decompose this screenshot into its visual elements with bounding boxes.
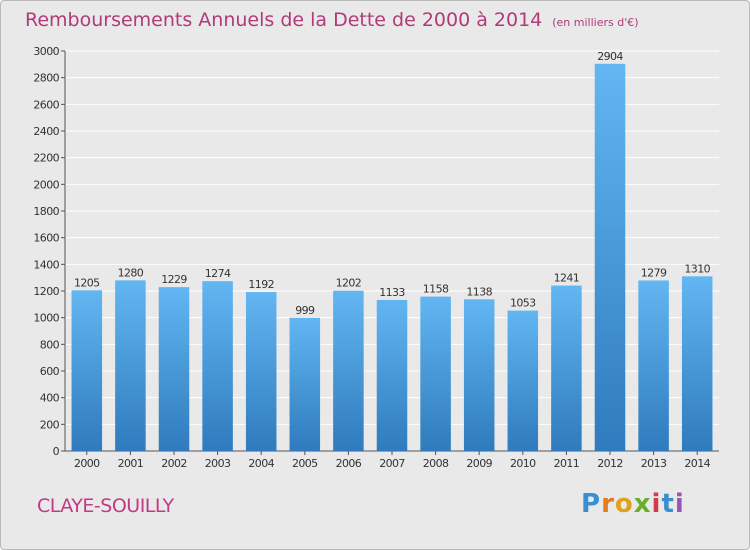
y-tick-label: 2000 [33, 178, 59, 191]
x-tick-label: 2003 [205, 457, 231, 470]
bar [594, 63, 626, 452]
bar-value-label: 1202 [336, 277, 362, 290]
bar-value-label: 1279 [641, 266, 667, 279]
bar-value-label: 1205 [74, 276, 100, 289]
y-tick-label: 2400 [33, 125, 59, 138]
x-tick-label: 2012 [597, 457, 623, 470]
x-tick-label: 2007 [379, 457, 405, 470]
bar [202, 281, 233, 451]
logo-letter: o [614, 489, 634, 519]
bar-value-label: 1241 [554, 272, 580, 285]
chart-title: Remboursements Annuels de la Dette de 20… [25, 9, 639, 31]
bar [289, 317, 321, 451]
bar-value-label: 1192 [248, 278, 274, 291]
y-tick-label: 1000 [33, 312, 59, 325]
x-tick-label: 2011 [554, 457, 580, 470]
proxiti-logo: Proxiti [581, 489, 685, 519]
x-tick-label: 2001 [118, 457, 144, 470]
y-tick-label: 200 [40, 418, 60, 431]
bar [376, 299, 408, 451]
x-tick-label: 2010 [510, 457, 536, 470]
bar [420, 296, 451, 451]
x-tick-label: 2004 [248, 457, 274, 470]
y-tick-label: 800 [40, 338, 60, 351]
bar [551, 285, 582, 451]
x-tick-label: 2005 [292, 457, 318, 470]
bar-value-label: 1053 [510, 297, 536, 310]
bar [507, 310, 539, 451]
y-tick-label: 3000 [33, 45, 59, 58]
logo-letter: x [633, 489, 652, 519]
logo-letter: i [651, 489, 662, 519]
logo-letter: i [674, 489, 685, 519]
bar-value-label: 1158 [423, 283, 449, 296]
bar [333, 290, 364, 451]
y-tick-label: 1400 [33, 258, 59, 271]
y-tick-label: 2600 [33, 98, 59, 111]
bar-value-label: 1274 [205, 267, 231, 280]
bar-value-label: 2904 [597, 50, 623, 63]
bar-value-label: 1133 [379, 286, 405, 299]
bar [681, 276, 713, 451]
title-unit: (en milliers d'€) [552, 16, 639, 29]
title-text: Remboursements Annuels de la Dette de 20… [25, 9, 543, 31]
x-tick-label: 2000 [74, 457, 100, 470]
bar-value-label: 1280 [118, 266, 144, 279]
bar-value-label: 999 [295, 304, 315, 317]
bar [115, 280, 146, 451]
bar [158, 287, 190, 451]
bar-value-label: 1138 [466, 285, 492, 298]
y-tick-label: 1800 [33, 205, 59, 218]
x-tick-label: 2009 [466, 457, 492, 470]
logo-letter: P [581, 489, 602, 519]
y-tick-label: 400 [40, 392, 60, 405]
x-tick-label: 2014 [684, 457, 710, 470]
logo-letter: r [601, 489, 615, 519]
y-tick-label: 2800 [33, 72, 59, 85]
y-tick-label: 0 [53, 445, 60, 458]
logo-letter: t [661, 489, 675, 519]
x-tick-label: 2002 [161, 457, 187, 470]
bar-value-label: 1229 [161, 273, 187, 286]
y-tick-label: 2200 [33, 152, 59, 165]
x-tick-label: 2013 [641, 457, 667, 470]
y-tick-label: 600 [40, 365, 60, 378]
bar [245, 292, 277, 451]
x-tick-label: 2008 [423, 457, 449, 470]
y-tick-label: 1600 [33, 232, 59, 245]
bar [638, 280, 669, 451]
city-name: CLAYE-SOUILLY [37, 495, 174, 517]
bar [463, 299, 495, 451]
y-tick-label: 1200 [33, 285, 59, 298]
bar [71, 290, 103, 451]
bar-value-label: 1310 [684, 262, 710, 275]
x-tick-label: 2006 [336, 457, 362, 470]
